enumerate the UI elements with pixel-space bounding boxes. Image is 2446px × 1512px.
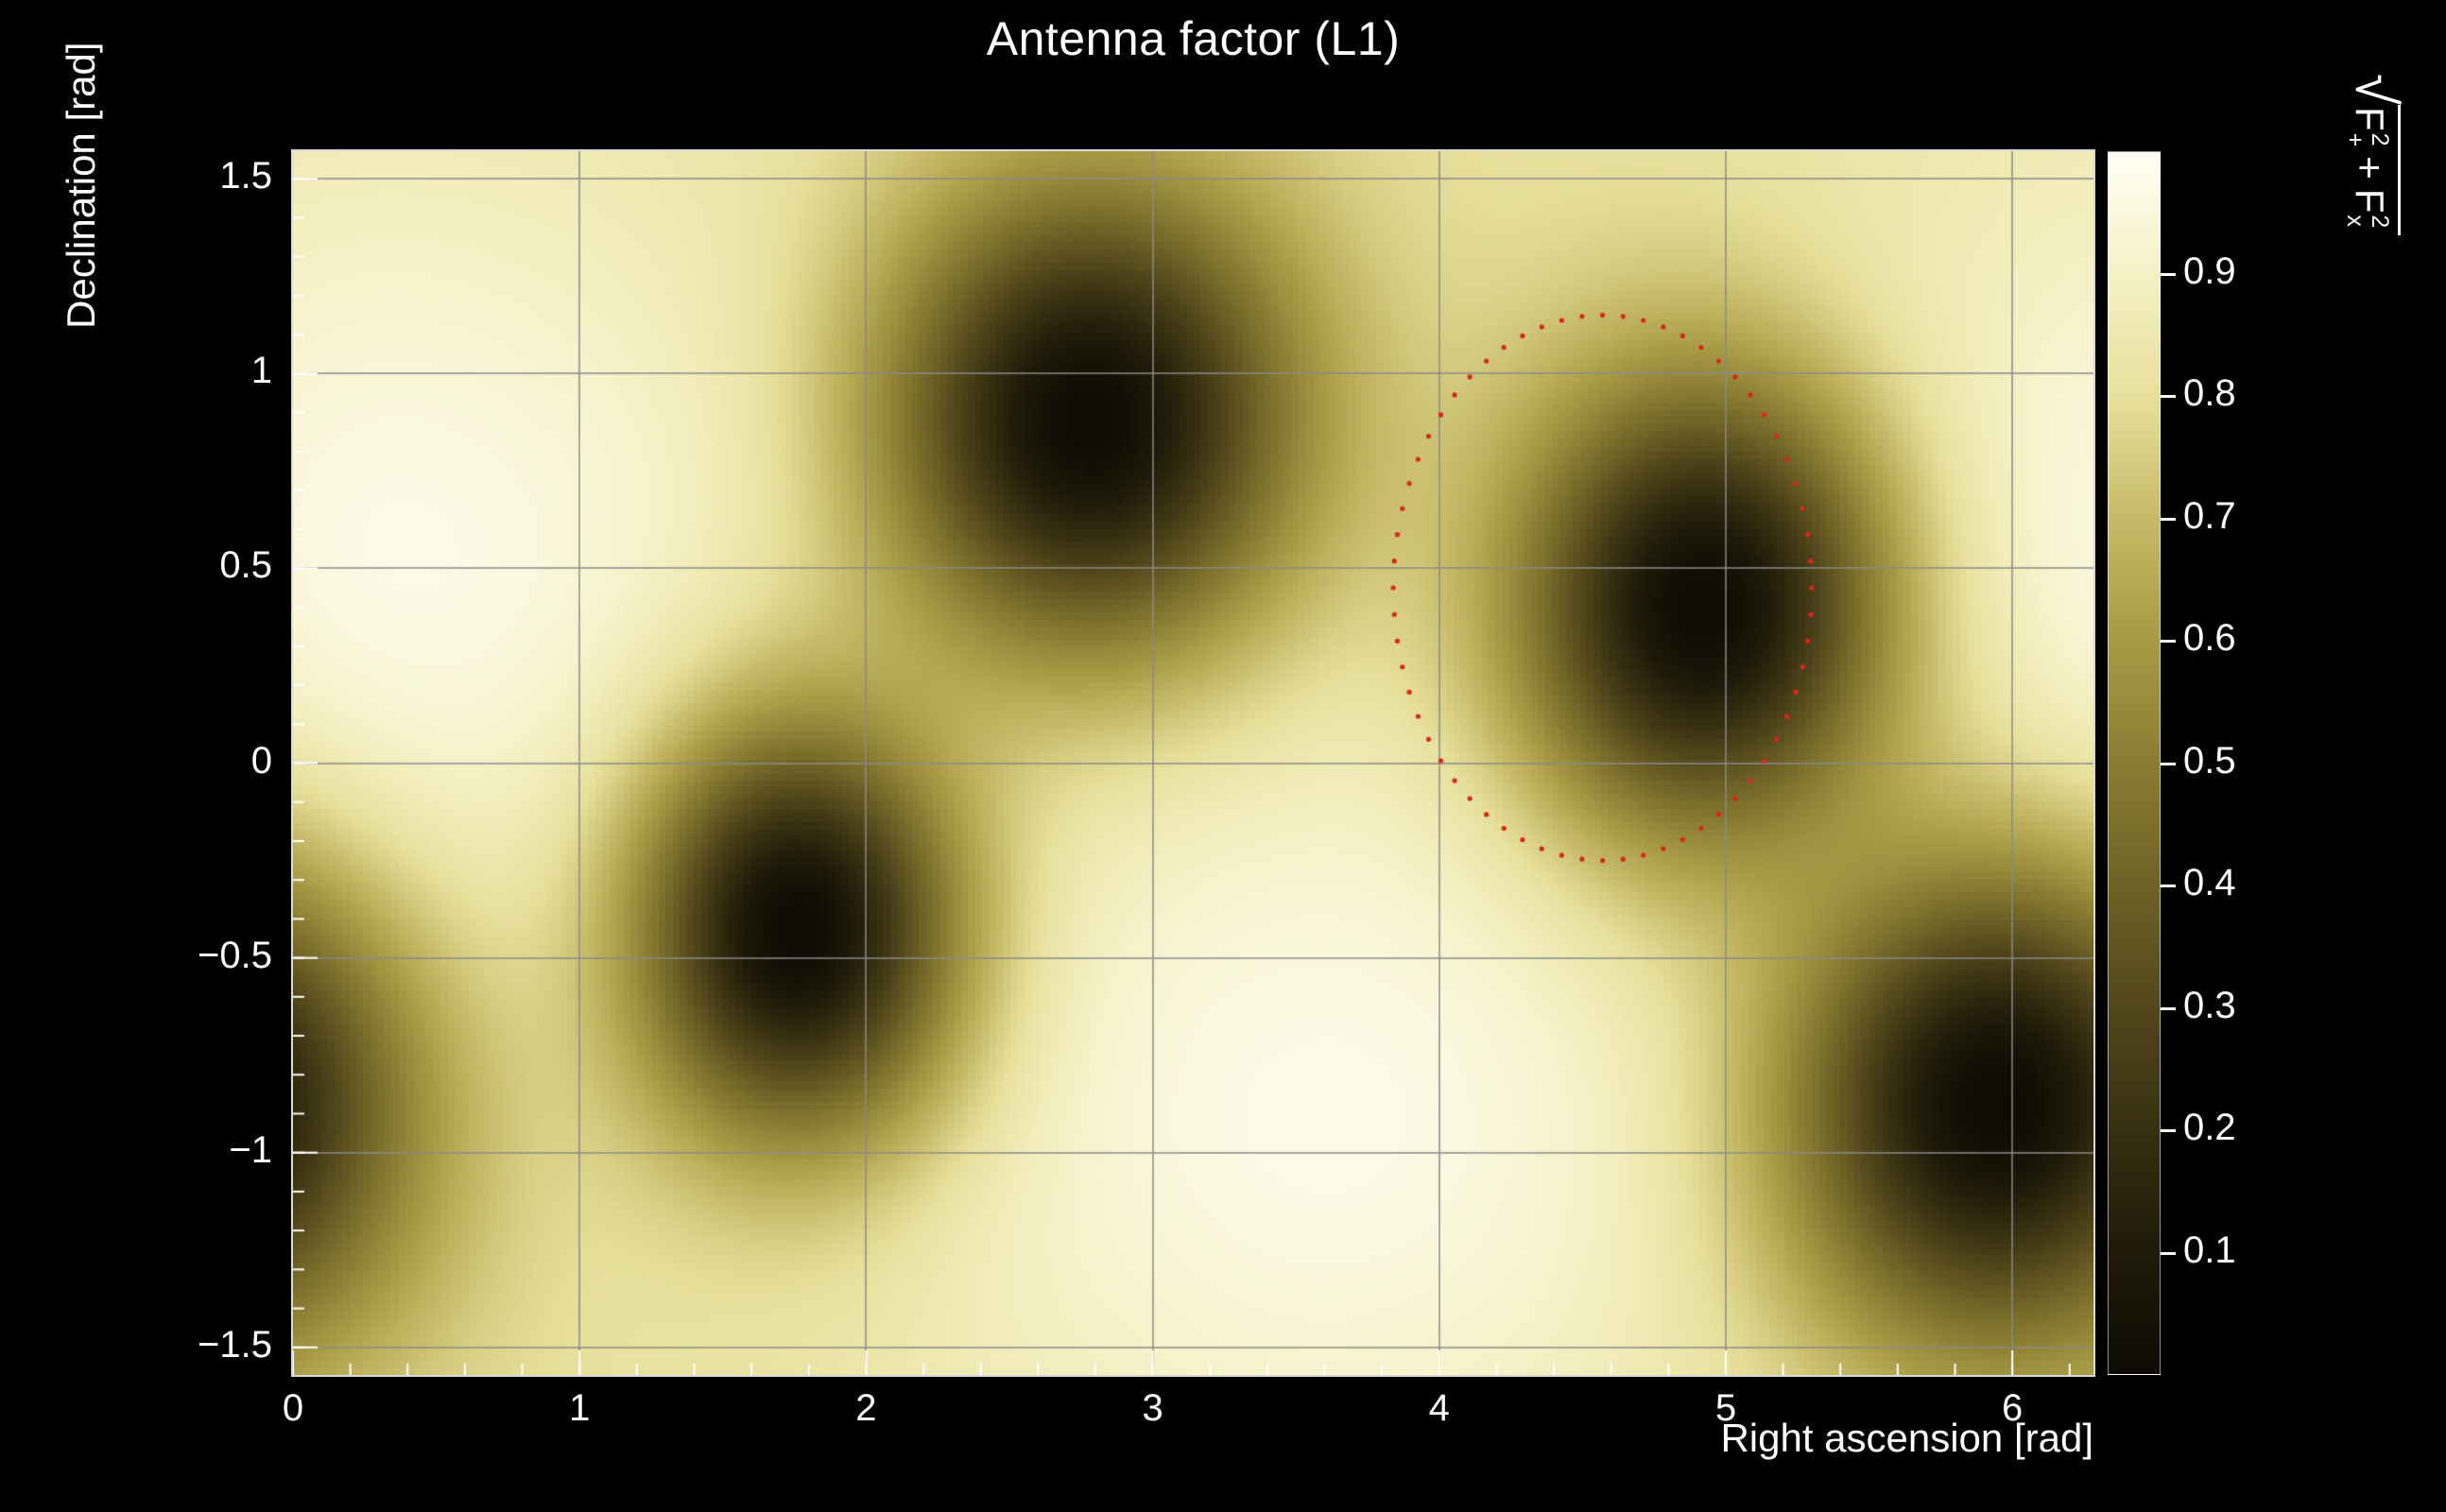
x-tick-label: 2 [855, 1387, 877, 1429]
x-tick-label: 1 [569, 1387, 591, 1429]
colorbar-tick-mark [2161, 640, 2176, 643]
colorbar-tick-mark [2161, 517, 2176, 521]
chart-title: Antenna factor (L1) [986, 12, 1401, 65]
f-cross-subscript: x [2341, 215, 2368, 227]
sqrt-radicand: F 2 + + F 2 x [2341, 104, 2401, 236]
colorbar-tick-mark [2161, 395, 2176, 398]
colorbar-tick-label: 0.4 [2183, 862, 2236, 903]
f-plus-subscript: + [2341, 132, 2368, 147]
x-axis-title: Right ascension [rad] [1720, 1416, 2093, 1460]
f-plus-base: F [2347, 106, 2392, 131]
x-tick-label: 0 [282, 1387, 304, 1429]
y-tick-label: 1 [250, 350, 272, 392]
f-cross-base: F [2347, 188, 2392, 214]
y-tick-label: 1.5 [219, 155, 272, 198]
colorbar-tick-mark [2161, 1006, 2176, 1010]
y-tick-label: 0.5 [219, 544, 272, 587]
colorbar-tick-label: 0.6 [2183, 617, 2236, 659]
colorbar-tick-label: 0.2 [2183, 1107, 2236, 1148]
colorbar-tick-mark [2161, 885, 2176, 887]
f-plus-superscript: 2 [2367, 132, 2393, 146]
colorbar-tick-label: 0.5 [2183, 739, 2236, 782]
y-axis-title: Declination [rad] [59, 42, 103, 330]
sqrt-radical-symbol: √ [2344, 74, 2407, 105]
x-tick-label: 4 [1428, 1387, 1450, 1429]
y-tick-label: −1 [229, 1128, 272, 1171]
colorbar-tick-label: 0.7 [2183, 494, 2236, 537]
colorbar-tick-mark [2161, 762, 2176, 765]
y-tick-label: −0.5 [198, 934, 272, 976]
x-tick-label: 6 [2002, 1387, 2024, 1429]
y-tick-label: −1.5 [198, 1323, 272, 1366]
plot-overlay-canvas [293, 151, 2093, 1375]
colorbar-tick-label: 0.1 [2183, 1228, 2236, 1271]
colorbar-tick-label: 0.3 [2183, 984, 2236, 1026]
colorbar-tick-mark [2161, 1129, 2176, 1132]
f-plus-scripts: 2 + [2341, 132, 2393, 147]
plus-operator: + [2347, 156, 2392, 180]
colorbar-tick-mark [2161, 1251, 2176, 1255]
colorbar-tick-label: 0.9 [2183, 249, 2236, 292]
colorbar-tick-mark [2161, 272, 2176, 276]
x-tick-label: 3 [1142, 1387, 1163, 1429]
y-tick-label: 0 [250, 739, 272, 782]
f-cross-superscript: 2 [2367, 215, 2393, 229]
colorbar-title: √ F 2 + + F 2 x [2341, 74, 2407, 236]
colorbar-tick-label: 0.8 [2183, 372, 2236, 414]
colorbar [2108, 151, 2161, 1375]
x-tick-label: 5 [1714, 1387, 1737, 1429]
